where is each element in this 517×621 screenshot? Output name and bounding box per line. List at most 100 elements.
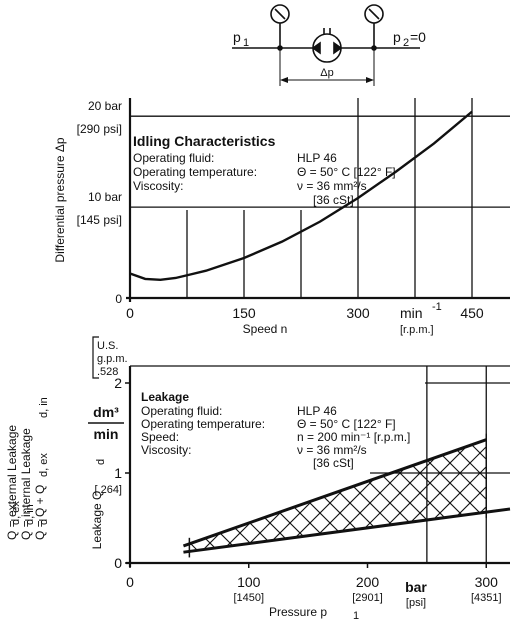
leakage-band [182,363,517,583]
side-legend-line: Q = external Leakage [5,425,19,540]
leakage-x-unit-alt: [psi] [406,597,426,609]
leakage-lower-line [183,507,511,554]
leakage-info-value: ν = 36 mm²/s [297,443,367,457]
idling-x-unit-exp: -1 [432,301,442,313]
leakage-info-value: n = 200 min⁻¹ [r.p.m.] [297,430,410,444]
leakage-hatch [189,363,517,583]
gpm-line-3: .528 [97,366,118,378]
hatch-line [490,363,517,563]
hatch-line [490,383,517,583]
hatch-line [469,439,487,552]
leakage-x-tick-label: 300 [475,574,499,590]
leakage-side-legend: Q = external Leakage Q = internal Leakage… [5,397,50,540]
hatch-line [249,439,451,552]
leakage-y-tick-label: 1 [114,465,122,481]
leakage-x-unit: bar [405,579,427,595]
hatch-line [269,439,471,552]
idling-info-value: Θ = 50° C [122° F] [297,165,396,179]
hatch-line [369,439,487,552]
leakage-info-key: Operating temperature: [141,417,265,431]
idling-info-value: [36 cSt] [313,193,354,207]
idling-ticks: 0 150 300 450 0 10 bar [145 psi] 20 bar [290 psi… [77,99,484,321]
leakage-y-unit-den: min [94,426,119,442]
idling-curve [129,110,473,282]
leakage-info-key: Speed: [141,430,179,444]
hatch-line [409,439,487,552]
hatch-line [349,439,487,552]
hatch-line [349,439,487,552]
hatch-line [429,439,487,552]
idling-y-tick-label: 20 bar [88,99,122,113]
motor-arrow-left [311,41,321,55]
leakage-y-unit-num: dm³ [93,404,119,420]
leakage-info-value: Θ = 50° C [122° F] [297,417,396,431]
idling-x-unit: min [400,305,423,321]
side-legend-line: Q = Q + Q [33,485,47,540]
hatch-line [389,439,487,552]
idling-y-tick-alt: [290 psi] [77,122,122,136]
idling-info-value: ν = 36 mm²/s [297,179,367,193]
leakage-title: Leakage [141,390,189,404]
idling-info-key: Viscosity: [133,179,183,193]
side-legend-sub: d [38,519,50,525]
hatch-line [510,383,517,583]
hatch-line [469,439,487,552]
leakage-chart: 0 100 [1450] 200 [2901] 300 [4351] 0 1 [.264] 2 Le… [5,336,517,621]
side-legend-sub: d, ex [10,501,22,525]
idling-info-key: Operating fluid: [133,151,214,165]
hatch-line [449,439,487,552]
idling-x-tick-label: 300 [346,305,370,321]
leakage-axes [126,366,510,567]
hatch-line [409,439,487,552]
hatch-line [389,439,487,552]
leakage-y-tick-label: 0 [114,555,122,571]
p1-label: p [233,29,241,45]
leakage-x-tick-alt: [4351] [471,592,502,604]
idling-y-tick-alt: [145 psi] [77,213,122,227]
idling-series [129,110,473,282]
leakage-ylabel: Leakage Q [90,491,104,550]
leakage-ylabel-sub: d [95,459,107,465]
gauge-needle-right [368,8,380,20]
idling-info-key: Operating temperature: [133,165,257,179]
gauge-needle-left [274,8,286,20]
idling-info: Operating fluid: HLP 46 Operating temperat… [133,151,396,207]
side-legend-sub: d, ex [38,453,50,477]
leakage-upper-line [182,438,487,548]
leakage-ticks: 0 100 [1450] 200 [2901] 300 [4351] 0 1 [.264] 2 [94,375,501,604]
gauge-icon-left [270,4,290,24]
side-legend-sub: d, in [24,504,36,525]
leakage-gpm-box: U.S. g.p.m. .528 [92,336,128,379]
hatch-line [510,363,517,563]
hatch-line [209,439,411,552]
leakage-x-tick-alt: [2901] [352,592,383,604]
leakage-info-key: Operating fluid: [141,404,222,418]
leakage-y-tick-label: 2 [114,375,122,391]
delta-p-label: Δp [320,67,333,79]
p2-sub: 2 [403,37,409,49]
leakage-x-tick-label: 200 [356,574,380,590]
leakage-xlabel: Pressure p [269,605,327,619]
p2-label: p [393,29,401,45]
leakage-xlabel-sub: 1 [353,610,359,621]
p2-value: =0 [410,29,426,45]
idling-chart: 0 150 300 450 0 10 bar [145 psi] 20 bar [290 psi… [53,98,510,336]
dp-arrow-left [280,77,288,83]
schematic-labels: p 1 p 2 =0 Δp [233,29,426,79]
idling-y-tick-label: 0 [115,292,122,306]
leakage-info-value: HLP 46 [297,404,337,418]
leakage-y-tick-alt: [.264] [94,484,122,496]
dp-arrow-right [366,77,374,83]
hatch-line [429,439,487,552]
idling-xlabel: Speed n [243,322,288,336]
idling-x-tick-label: 450 [460,305,484,321]
leakage-x-tick-label: 100 [237,574,261,590]
idling-axes [126,98,510,302]
gpm-line-1: U.S. [97,340,118,352]
hatch-line [369,439,487,552]
idling-x-tick-label: 0 [126,305,134,321]
leakage-info-key: Viscosity: [141,443,191,457]
idling-grid [130,98,510,298]
leakage-x-tick-label: 0 [126,574,134,590]
